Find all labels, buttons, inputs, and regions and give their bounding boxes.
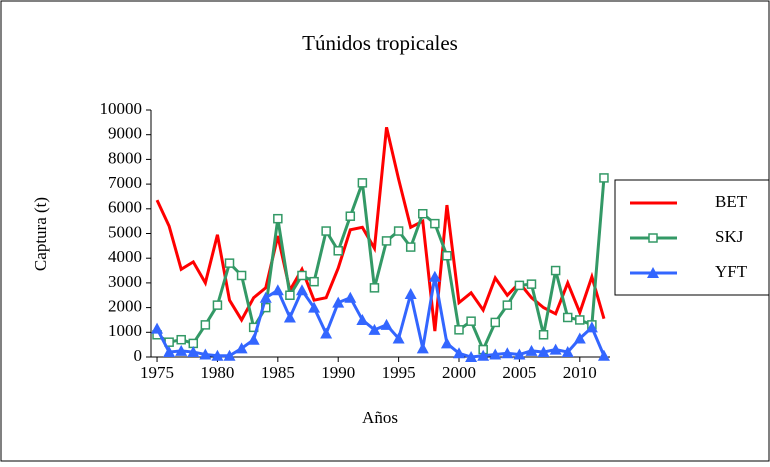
data-point [176,334,186,345]
data-point [490,317,500,328]
data-point [333,246,343,256]
data-point [381,236,392,246]
data-point [356,313,369,325]
data-point [502,300,513,310]
x-axis-label: Años [362,408,398,427]
legend-label: YFT [715,262,748,281]
data-point [392,332,405,344]
data-point [321,226,331,236]
data-point [561,346,574,358]
data-point [380,318,393,330]
data-point [585,321,598,333]
data-point [442,250,452,261]
data-point [562,312,573,323]
data-point [283,311,296,323]
y-tick-label: 8000 [108,148,142,167]
data-point [235,342,248,354]
y-tick-label: 2000 [108,297,142,316]
data-point [309,276,319,287]
data-point [236,270,247,281]
y-tick-label: 7000 [108,173,142,192]
data-point [368,323,381,335]
y-tick-label: 0 [134,346,143,365]
data-point [477,349,490,361]
y-tick-label: 4000 [108,247,142,266]
data-point [454,325,464,335]
legend-label: BET [715,192,748,211]
data-point [465,351,478,362]
data-point [525,344,538,356]
data-point [575,315,585,325]
data-point [187,346,200,358]
data-point [200,320,211,330]
data-point [344,291,357,303]
data-point [163,346,176,358]
x-tick-label: 1990 [321,363,355,382]
y-axis-label: Captura (t) [31,197,50,271]
data-point [428,270,441,282]
data-point [224,258,235,268]
data-point [247,333,260,345]
legend-marker [647,267,659,278]
data-point [599,173,609,183]
data-point [526,279,537,289]
data-point [549,343,562,355]
x-tick-label: 2000 [442,363,476,382]
data-point [212,300,223,310]
data-point [538,330,549,340]
x-tick-label: 2010 [563,363,597,382]
data-point [597,349,610,361]
data-point [151,322,164,334]
data-point [489,348,502,360]
data-point [393,226,404,236]
chart-title: Túnidos tropicales [302,31,458,55]
y-tick-label: 3000 [108,272,142,291]
series-line [155,126,606,332]
data-point [223,349,236,361]
y-tick-label: 6000 [108,198,142,217]
legend-label: SKJ [715,227,744,246]
x-tick-label: 1985 [261,363,295,382]
data-point [537,346,550,358]
x-tick-label: 2005 [502,363,536,382]
legend-marker [648,233,658,243]
data-point [175,344,188,356]
y-tick-label: 5000 [108,222,142,241]
data-point [297,270,307,281]
data-point [501,347,514,359]
data-point [466,316,476,326]
data-point [273,213,283,224]
x-tick-label: 1980 [200,363,234,382]
data-point [418,208,428,219]
y-tick-label: 9000 [108,124,142,143]
data-point [259,291,272,303]
data-point [308,301,321,313]
data-point [550,265,561,276]
data-point [199,348,212,360]
data-point [440,337,453,349]
data-point [320,327,333,339]
data-point [211,349,224,361]
data-point [357,178,368,188]
data-point [404,288,417,300]
x-tick-label: 1975 [140,363,174,382]
data-point [369,283,380,293]
data-point [416,342,429,354]
data-point [345,211,356,221]
y-tick-label: 1000 [108,321,142,340]
data-point [285,290,295,300]
data-point [332,296,345,308]
y-tick-label: 10000 [100,99,143,118]
x-tick-label: 1995 [382,363,416,382]
data-point [271,284,284,296]
data-point [430,218,440,229]
data-point [514,280,525,291]
data-point [453,347,466,359]
data-point [573,332,586,344]
data-point [513,348,526,360]
data-point [295,284,308,296]
data-point [405,242,416,252]
